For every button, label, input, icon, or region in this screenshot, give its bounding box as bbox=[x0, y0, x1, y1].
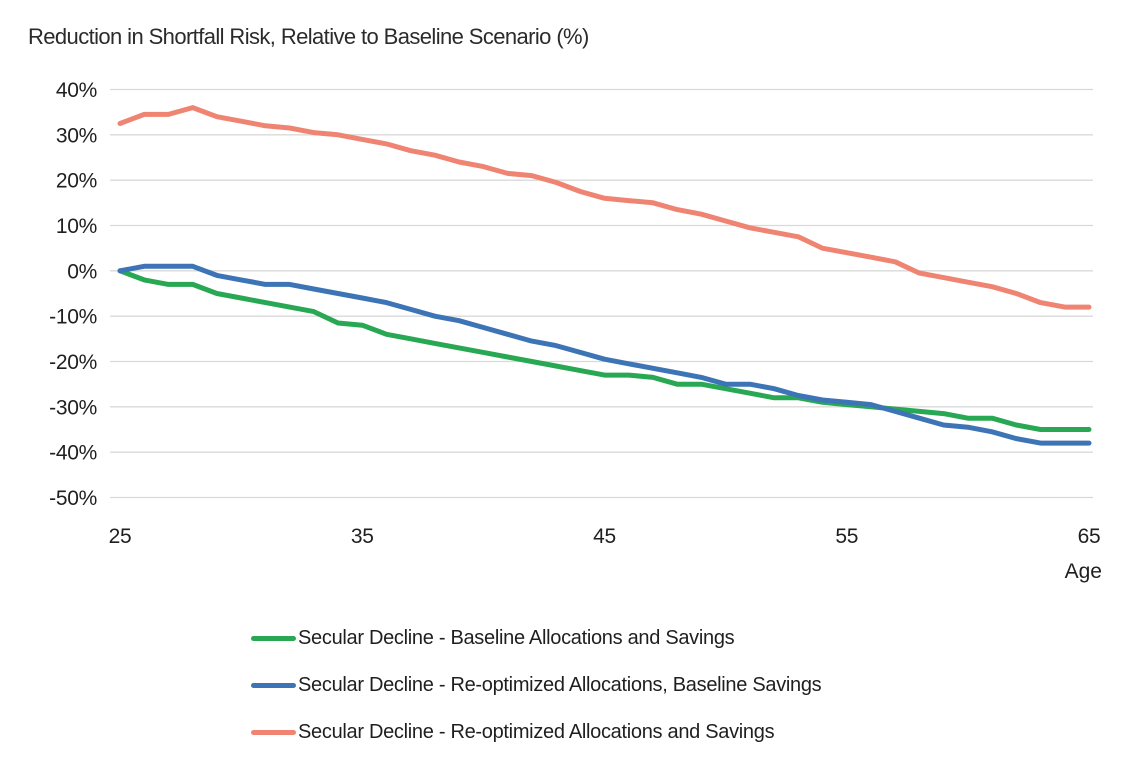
legend: Secular Decline - Baseline Allocations a… bbox=[251, 624, 822, 758]
x-axis-title: Age bbox=[1065, 560, 1102, 583]
legend-item-reoptimized-allocations-savings: Secular Decline - Re-optimized Allocatio… bbox=[251, 718, 821, 746]
y-axis-tick-label: 30% bbox=[56, 124, 97, 147]
x-axis-tick-label: 55 bbox=[835, 525, 858, 548]
legend-label: Secular Decline - Re-optimized Allocatio… bbox=[298, 720, 775, 743]
legend-label: Secular Decline - Re-optimized Allocatio… bbox=[298, 673, 822, 696]
x-axis-tick-label: 25 bbox=[109, 525, 132, 548]
legend-swatch-salmon-icon bbox=[251, 729, 296, 735]
legend-label: Secular Decline - Baseline Allocations a… bbox=[298, 626, 735, 649]
y-axis-tick-label: 0% bbox=[67, 260, 97, 283]
legend-swatch-blue-icon bbox=[251, 682, 296, 688]
chart-title: Reduction in Shortfall Risk, Relative to… bbox=[28, 24, 589, 49]
y-axis-tick-label: -30% bbox=[49, 396, 97, 419]
legend-item-baseline-allocations: Secular Decline - Baseline Allocations a… bbox=[251, 624, 821, 652]
y-axis-tick-label: 40% bbox=[56, 79, 97, 102]
x-axis-tick-label: 65 bbox=[1078, 525, 1101, 548]
series-line-salmon bbox=[117, 105, 1092, 310]
legend-swatch-green-icon bbox=[251, 635, 296, 641]
y-axis-tick-label: -40% bbox=[49, 442, 97, 465]
y-axis-tick-label: -50% bbox=[49, 487, 97, 510]
y-axis-tick-label: -10% bbox=[49, 306, 97, 329]
x-axis-tick-label: 45 bbox=[593, 525, 616, 548]
y-axis-tick-label: 20% bbox=[56, 170, 97, 193]
y-axis-tick-label: 10% bbox=[56, 215, 97, 238]
series-line-blue bbox=[117, 263, 1092, 446]
x-axis-tick-label: 35 bbox=[351, 525, 374, 548]
legend-item-reoptimized-allocations: Secular Decline - Re-optimized Allocatio… bbox=[251, 671, 822, 699]
series-line-green bbox=[117, 268, 1092, 432]
y-axis-tick-label: -20% bbox=[49, 351, 97, 374]
